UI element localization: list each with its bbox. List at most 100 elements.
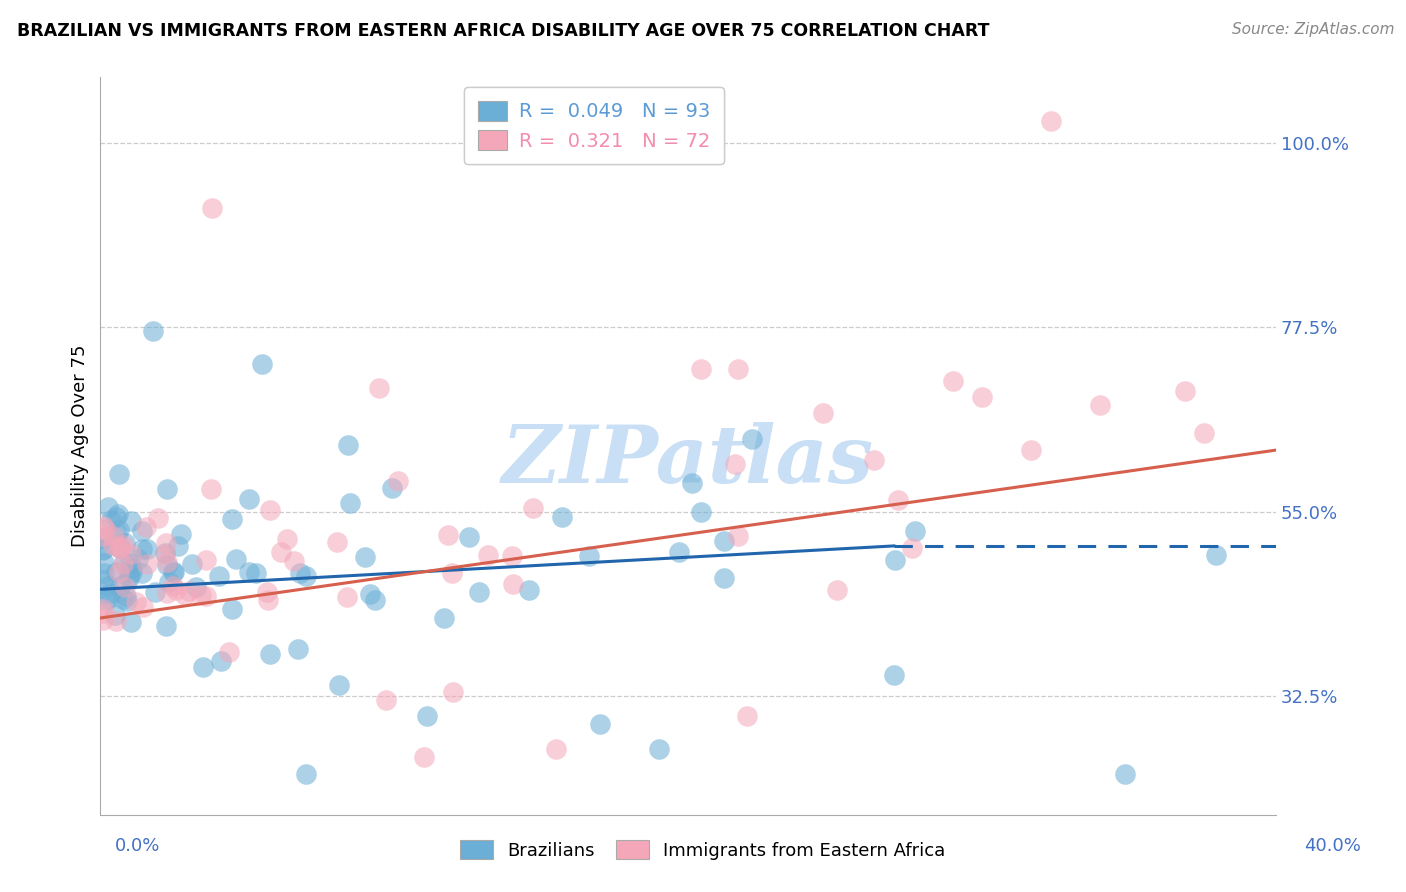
Point: [97, 500, 120, 514]
Point: [337, 438, 360, 452]
Point: [218, 645, 240, 659]
Point: [287, 641, 309, 656]
Point: [104, 565, 127, 579]
Point: [112, 557, 135, 571]
Point: [101, 538, 124, 552]
Point: [1019, 443, 1042, 458]
Point: [114, 581, 136, 595]
Point: [256, 592, 278, 607]
Point: [668, 545, 690, 559]
Text: ZIPatlas: ZIPatlas: [502, 422, 875, 500]
Point: [108, 565, 131, 579]
Point: [195, 589, 218, 603]
Point: [283, 554, 305, 568]
Point: [153, 547, 176, 561]
Point: [156, 555, 179, 569]
Point: [811, 406, 834, 420]
Point: [225, 552, 247, 566]
Point: [112, 538, 135, 552]
Y-axis label: Disability Age Over 75: Disability Age Over 75: [72, 344, 89, 548]
Point: [326, 534, 349, 549]
Point: [91, 519, 114, 533]
Point: [105, 527, 128, 541]
Point: [276, 533, 298, 547]
Point: [107, 523, 129, 537]
Point: [256, 585, 278, 599]
Point: [416, 709, 439, 723]
Point: [589, 717, 612, 731]
Point: [120, 514, 142, 528]
Point: [118, 571, 141, 585]
Text: 40.0%: 40.0%: [1305, 837, 1361, 855]
Point: [125, 595, 148, 609]
Point: [163, 565, 186, 579]
Point: [250, 357, 273, 371]
Text: BRAZILIAN VS IMMIGRANTS FROM EASTERN AFRICA DISABILITY AGE OVER 75 CORRELATION C: BRAZILIAN VS IMMIGRANTS FROM EASTERN AFR…: [17, 22, 990, 40]
Point: [288, 566, 311, 581]
Point: [100, 513, 122, 527]
Point: [155, 619, 177, 633]
Point: [91, 574, 114, 588]
Point: [121, 561, 143, 575]
Point: [91, 607, 114, 621]
Point: [381, 481, 404, 495]
Point: [91, 601, 114, 615]
Point: [375, 692, 398, 706]
Point: [433, 611, 456, 625]
Point: [648, 742, 671, 756]
Point: [186, 580, 208, 594]
Point: [120, 615, 142, 629]
Point: [259, 648, 281, 662]
Point: [883, 668, 905, 682]
Point: [143, 584, 166, 599]
Point: [181, 557, 204, 571]
Point: [328, 678, 350, 692]
Point: [1114, 767, 1136, 781]
Point: [825, 582, 848, 597]
Point: [91, 531, 114, 545]
Point: [94, 522, 117, 536]
Point: [387, 474, 409, 488]
Point: [105, 509, 128, 524]
Point: [436, 528, 458, 542]
Point: [165, 582, 187, 597]
Point: [174, 588, 197, 602]
Point: [270, 544, 292, 558]
Point: [135, 520, 157, 534]
Point: [167, 539, 190, 553]
Point: [904, 524, 927, 538]
Point: [93, 542, 115, 557]
Point: [681, 476, 703, 491]
Point: [136, 541, 159, 556]
Point: [1174, 384, 1197, 398]
Point: [970, 390, 993, 404]
Legend: Brazilians, Immigrants from Eastern Africa: Brazilians, Immigrants from Eastern Afri…: [453, 833, 953, 867]
Point: [93, 556, 115, 570]
Point: [98, 586, 121, 600]
Point: [142, 324, 165, 338]
Point: [208, 568, 231, 582]
Point: [440, 566, 463, 580]
Point: [209, 654, 232, 668]
Point: [159, 575, 181, 590]
Point: [121, 565, 143, 579]
Point: [727, 529, 749, 543]
Point: [135, 558, 157, 572]
Point: [458, 530, 481, 544]
Point: [179, 584, 201, 599]
Point: [104, 607, 127, 622]
Point: [741, 433, 763, 447]
Point: [259, 503, 281, 517]
Point: [238, 492, 260, 507]
Point: [103, 529, 125, 543]
Point: [294, 569, 316, 583]
Point: [190, 588, 212, 602]
Point: [1205, 548, 1227, 562]
Point: [162, 579, 184, 593]
Point: [170, 527, 193, 541]
Point: [108, 541, 131, 556]
Point: [221, 512, 243, 526]
Point: [238, 565, 260, 579]
Point: [114, 536, 136, 550]
Point: [501, 549, 523, 564]
